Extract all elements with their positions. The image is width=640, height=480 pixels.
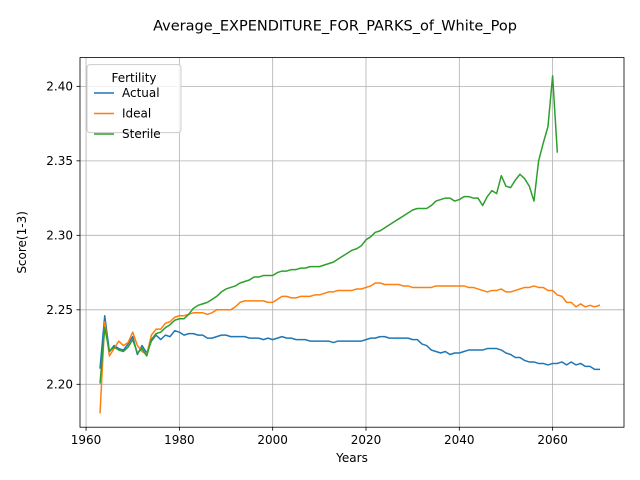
x-axis-ticks: 1960 1980 2000 2020 2040 2060 xyxy=(71,427,568,447)
legend-entries: Actual Ideal Sterile xyxy=(94,86,161,141)
x-tick-label: 2000 xyxy=(257,433,288,447)
series-line-actual xyxy=(99,315,601,371)
x-tick-label: 1960 xyxy=(71,433,102,447)
series-line-ideal xyxy=(99,282,601,414)
x-tick-label: 2020 xyxy=(351,433,382,447)
series-line-sterile xyxy=(99,75,559,384)
legend-title: Fertility xyxy=(111,71,156,85)
legend-label-ideal: Ideal xyxy=(122,107,151,121)
chart-title: Average_EXPENDITURE_FOR_PARKS_of_White_P… xyxy=(153,19,517,35)
y-tick-label: 2.25 xyxy=(46,303,73,317)
y-tick-label: 2.40 xyxy=(46,80,73,94)
legend: Fertility Actual Ideal Sterile xyxy=(86,64,182,141)
legend-label-sterile: Sterile xyxy=(122,127,161,141)
y-axis-label: Score(1-3) xyxy=(15,211,29,274)
y-tick-label: 2.30 xyxy=(46,229,73,243)
legend-label-actual: Actual xyxy=(122,86,160,100)
x-tick-label: 2040 xyxy=(444,433,475,447)
gridlines xyxy=(80,57,624,428)
y-tick-label: 2.20 xyxy=(46,378,73,392)
x-axis-label: Years xyxy=(335,451,368,465)
legend-box xyxy=(86,64,182,134)
y-axis-ticks: 2.20 2.25 2.30 2.35 2.40 xyxy=(46,80,80,392)
x-tick-label: 1980 xyxy=(164,433,195,447)
x-tick-label: 2060 xyxy=(537,433,568,447)
series-layer xyxy=(99,75,601,414)
y-tick-label: 2.35 xyxy=(46,154,73,168)
plot-frame xyxy=(79,57,625,428)
